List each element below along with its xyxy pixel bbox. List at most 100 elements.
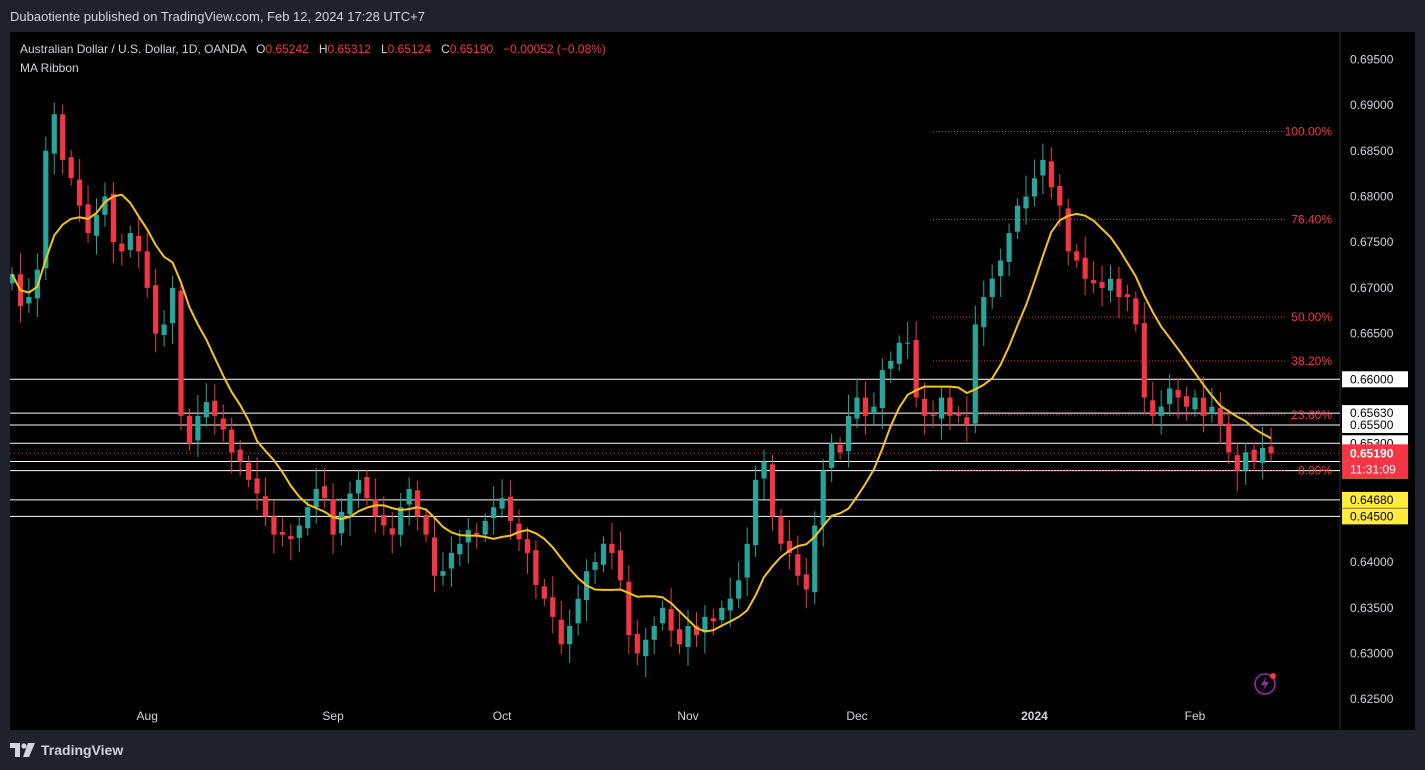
candle-body[interactable] bbox=[719, 607, 725, 621]
candle-body[interactable] bbox=[905, 342, 911, 344]
candle-body[interactable] bbox=[1116, 278, 1122, 298]
candle-body[interactable] bbox=[507, 496, 514, 521]
candle-body[interactable] bbox=[1040, 159, 1046, 176]
candle-body[interactable] bbox=[1048, 161, 1054, 188]
candle-body[interactable] bbox=[322, 486, 328, 499]
candle-body[interactable] bbox=[415, 490, 421, 517]
candle-body[interactable] bbox=[955, 413, 961, 416]
candle-body[interactable] bbox=[989, 278, 995, 298]
candle-body[interactable] bbox=[812, 525, 818, 593]
candle-body[interactable] bbox=[77, 179, 83, 206]
candle-body[interactable] bbox=[981, 297, 987, 328]
candle-body[interactable] bbox=[229, 429, 235, 453]
candle-body[interactable] bbox=[203, 402, 209, 418]
candle-body[interactable] bbox=[634, 633, 640, 654]
candle-body[interactable] bbox=[1200, 397, 1207, 416]
candle-body[interactable] bbox=[660, 607, 666, 624]
candle-body[interactable] bbox=[1006, 233, 1012, 262]
candle-body[interactable] bbox=[795, 554, 801, 576]
candle-body[interactable] bbox=[440, 571, 446, 576]
candle-body[interactable] bbox=[169, 287, 176, 324]
candle-body[interactable] bbox=[161, 324, 167, 335]
candle-body[interactable] bbox=[1124, 294, 1130, 298]
candle-body[interactable] bbox=[237, 449, 243, 462]
candle-body[interactable] bbox=[913, 339, 919, 398]
candle-body[interactable] bbox=[93, 214, 100, 236]
candle-body[interactable] bbox=[220, 418, 226, 430]
candle-body[interactable] bbox=[1251, 449, 1257, 462]
candle-body[interactable] bbox=[43, 150, 49, 269]
candle-body[interactable] bbox=[837, 444, 843, 453]
candle-body[interactable] bbox=[972, 324, 978, 424]
candle-body[interactable] bbox=[922, 398, 928, 416]
candle-body[interactable] bbox=[254, 478, 260, 494]
candle-body[interactable] bbox=[178, 290, 184, 416]
candle-body[interactable] bbox=[195, 415, 201, 441]
candle-body[interactable] bbox=[753, 479, 759, 546]
candle-body[interactable] bbox=[702, 616, 708, 633]
candle-body[interactable] bbox=[499, 498, 505, 509]
candle-body[interactable] bbox=[431, 537, 438, 576]
candle-body[interactable] bbox=[845, 415, 852, 452]
candle-body[interactable] bbox=[491, 507, 497, 519]
candle-body[interactable] bbox=[296, 525, 302, 538]
candle-body[interactable] bbox=[110, 193, 116, 243]
candle-body[interactable] bbox=[930, 414, 936, 416]
candle-body[interactable] bbox=[1107, 278, 1114, 291]
candle-body[interactable] bbox=[964, 417, 970, 425]
candle-body[interactable] bbox=[1014, 205, 1021, 232]
candle-body[interactable] bbox=[736, 580, 742, 599]
candle-body[interactable] bbox=[609, 543, 615, 553]
candle-body[interactable] bbox=[364, 477, 370, 499]
chart-area[interactable]: 100.00% 76.40% 50.00% 38.20% 23.60% 0.00% 0.69… bbox=[10, 32, 1415, 730]
candle-body[interactable] bbox=[347, 493, 353, 515]
candle-body[interactable] bbox=[1065, 208, 1071, 252]
candle-body[interactable] bbox=[153, 285, 159, 334]
candle-body[interactable] bbox=[879, 370, 885, 409]
candle-body[interactable] bbox=[947, 397, 953, 416]
candle-body[interactable] bbox=[1158, 406, 1164, 416]
candle-body[interactable] bbox=[1031, 178, 1038, 197]
candle-body[interactable] bbox=[896, 342, 902, 364]
candle-body[interactable] bbox=[389, 528, 395, 535]
candle-body[interactable] bbox=[68, 157, 74, 179]
candle-body[interactable] bbox=[271, 516, 277, 535]
candle-body[interactable] bbox=[144, 251, 150, 288]
candle-body[interactable] bbox=[1091, 280, 1097, 284]
candle-body[interactable] bbox=[998, 260, 1004, 277]
candle-body[interactable] bbox=[51, 114, 57, 154]
symbol-title[interactable]: Australian Dollar / U.S. Dollar, 1D, OAN… bbox=[20, 42, 247, 56]
candle-body[interactable] bbox=[668, 609, 674, 631]
candle-body[interactable] bbox=[786, 541, 792, 553]
candle-body[interactable] bbox=[1082, 257, 1088, 279]
candle-body[interactable] bbox=[1175, 389, 1181, 398]
candle-body[interactable] bbox=[136, 235, 142, 252]
candle-body[interactable] bbox=[26, 297, 32, 304]
candle-body[interactable] bbox=[1167, 388, 1173, 404]
candle-body[interactable] bbox=[288, 536, 294, 540]
candle-body[interactable] bbox=[1141, 323, 1147, 398]
candle-body[interactable] bbox=[186, 415, 193, 444]
candle-body[interactable] bbox=[651, 626, 657, 640]
candle-body[interactable] bbox=[541, 586, 547, 599]
candle-body[interactable] bbox=[871, 406, 877, 414]
candle-body[interactable] bbox=[119, 243, 125, 252]
candle-body[interactable] bbox=[338, 511, 345, 534]
candle-body[interactable] bbox=[727, 598, 733, 611]
candle-body[interactable] bbox=[305, 507, 311, 529]
candle-body[interactable] bbox=[102, 196, 108, 215]
candle-body[interactable] bbox=[938, 397, 945, 419]
candle-body[interactable] bbox=[567, 626, 573, 645]
candle-body[interactable] bbox=[1217, 408, 1223, 425]
candle-body[interactable] bbox=[744, 543, 750, 578]
candle-body[interactable] bbox=[381, 515, 387, 526]
candle-body[interactable] bbox=[372, 499, 378, 517]
lightning-icon[interactable] bbox=[1253, 672, 1277, 696]
candle-body[interactable] bbox=[676, 629, 683, 645]
candle-body[interactable] bbox=[1099, 281, 1105, 288]
candle-body[interactable] bbox=[854, 397, 860, 419]
candle-body[interactable] bbox=[1268, 446, 1274, 454]
candle-body[interactable] bbox=[262, 496, 269, 517]
tradingview-logo[interactable]: TradingView bbox=[10, 742, 123, 758]
candle-body[interactable] bbox=[423, 515, 429, 535]
